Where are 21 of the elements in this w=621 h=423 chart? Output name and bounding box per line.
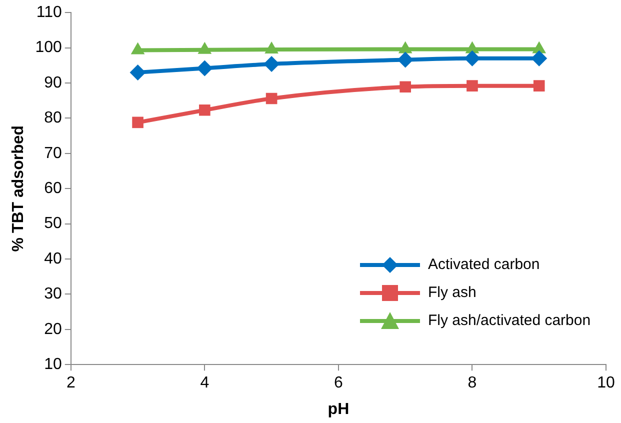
x-tick-label: 6 (334, 374, 343, 392)
y-tick-label: 60 (44, 180, 62, 198)
legend-label: Activated carbon (428, 256, 540, 274)
x-tick-label: 2 (66, 374, 76, 392)
y-tick-label: 10 (44, 356, 62, 374)
y-tick-label: 100 (35, 39, 62, 56)
y-tick-label: 80 (44, 110, 62, 127)
y-tick-label: 90 (44, 74, 62, 92)
y-tick-label: 50 (44, 215, 62, 232)
x-tick-label: 10 (597, 374, 615, 392)
x-axis-title: pH (328, 400, 350, 418)
x-tick-label: 8 (468, 374, 477, 392)
y-tick-label: 20 (44, 320, 62, 338)
y-tick-label: 110 (36, 4, 62, 22)
y-tick-label: 40 (44, 250, 62, 268)
x-tick-label: 4 (200, 374, 210, 392)
y-tick-label: 70 (44, 144, 62, 162)
legend-label: Fly ash (428, 284, 476, 302)
y-tick-label: 30 (44, 286, 62, 303)
legend-label: Fly ash/activated carbon (428, 312, 591, 330)
y-axis-title: % TBT adsorbed (10, 125, 28, 252)
